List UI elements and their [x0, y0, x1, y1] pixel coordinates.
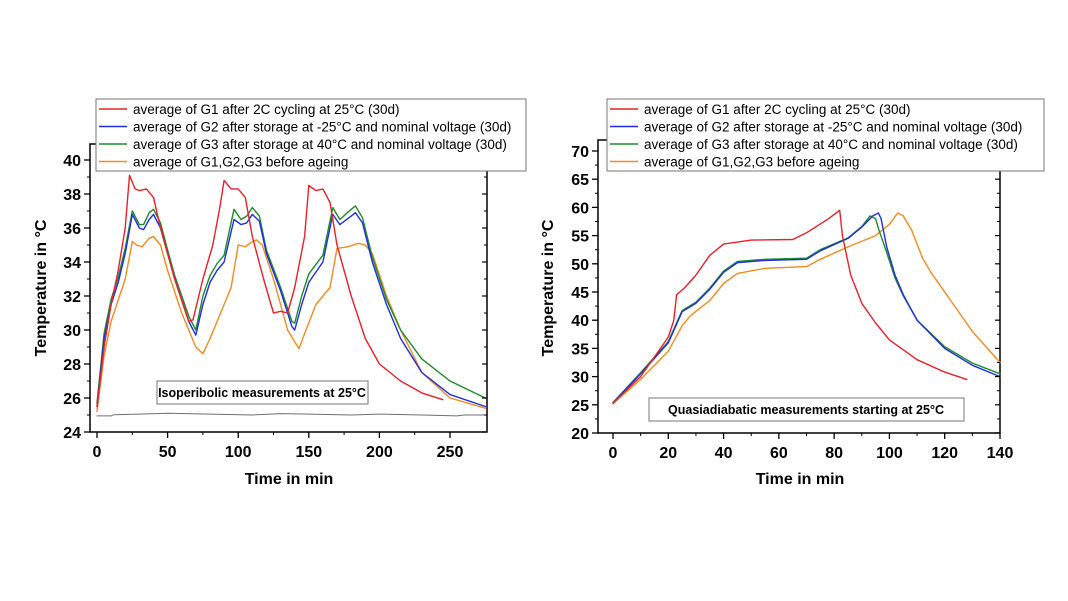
- legend-label: average of G1,G2,G3 before ageing: [133, 155, 348, 170]
- y-axis-title: Temperature in °C: [33, 219, 50, 356]
- x-tick-label: 0: [609, 445, 618, 462]
- legend-label: average of G2 after storage at -25°C and…: [133, 120, 511, 135]
- series-line-3: [96, 205, 486, 404]
- x-axis-title: Time in min: [245, 471, 334, 488]
- x-axis: 0 50 100 150 200 250: [93, 432, 464, 461]
- y-tick-label: 55: [571, 229, 589, 246]
- y-tick-label: 70: [571, 144, 589, 161]
- legend-label: average of G1 after 2C cycling at 25°C (…: [133, 102, 400, 117]
- x-axis: 0 20 40 60 80 100 120 140: [609, 433, 1014, 462]
- x-tick-label: 100: [876, 445, 903, 462]
- x-tick-label: 40: [715, 445, 733, 462]
- series-line-2: [96, 211, 486, 408]
- y-tick-label: 45: [571, 285, 589, 302]
- y-axis-title: Temperature in °C: [540, 219, 557, 356]
- y-tick-label: 24: [63, 425, 81, 442]
- annotation-text: Isoperibolic measurements at 25°C: [158, 386, 366, 400]
- y-tick-label: 28: [63, 357, 81, 374]
- legend: average of G1 after 2C cycling at 25°C (…: [606, 98, 1045, 172]
- y-tick-label: 40: [571, 313, 589, 330]
- y-tick-label: 32: [63, 289, 81, 306]
- series-line-1: [96, 174, 444, 408]
- series-line-4: [612, 212, 1001, 405]
- y-tick-label: 60: [571, 200, 589, 217]
- series-layer: [96, 174, 486, 417]
- y-tick-label: 34: [63, 255, 81, 272]
- x-tick-label: 200: [366, 444, 393, 461]
- x-tick-label: 50: [159, 444, 177, 461]
- y-tick-label: 40: [63, 153, 81, 170]
- series-line-2: [612, 212, 1001, 404]
- series-line-4: [96, 235, 486, 413]
- series-line-3: [612, 215, 1001, 404]
- series-line-1: [612, 209, 968, 404]
- x-tick-label: 140: [987, 445, 1014, 462]
- legend-label: average of G2 after storage at -25°C and…: [644, 120, 1022, 135]
- annotation-box: Quasiadiabatic measurements starting at …: [648, 397, 965, 422]
- y-tick-label: 65: [571, 172, 589, 189]
- x-tick-label: 80: [825, 445, 843, 462]
- x-tick-label: 250: [437, 444, 464, 461]
- y-tick-label: 36: [63, 221, 81, 238]
- annotation-box: Isoperibolic measurements at 25°C: [156, 380, 369, 405]
- y-tick-label: 20: [571, 426, 589, 443]
- x-tick-label: 120: [931, 445, 958, 462]
- y-tick-label: 38: [63, 187, 81, 204]
- series-line-5: [96, 412, 486, 417]
- x-tick-label: 20: [659, 445, 677, 462]
- x-tick-label: 100: [225, 444, 252, 461]
- quasiadiabatic-chart: 0 20 40 60 80 100 120 140 20 25 30 35 40 45 50 55 60 65 7…: [540, 98, 1045, 488]
- x-tick-label: 150: [295, 444, 322, 461]
- y-tick-label: 35: [571, 341, 589, 358]
- y-axis: 20 25 30 35 40 45 50 55 60 65 70: [571, 144, 1000, 443]
- y-tick-label: 25: [571, 398, 589, 415]
- isoperibolic-chart: 0 50 100 150 200 250 24 26 28 30 32 34 36 38 40 Time …: [33, 98, 527, 488]
- y-tick-label: 30: [571, 370, 589, 387]
- legend-label: average of G3 after storage at 40°C and …: [644, 137, 1018, 152]
- x-tick-label: 0: [93, 444, 102, 461]
- y-tick-label: 26: [63, 391, 81, 408]
- y-tick-label: 50: [571, 257, 589, 274]
- series-layer: [612, 209, 1001, 405]
- y-axis: 24 26 28 30 32 34 36 38 40: [63, 153, 487, 442]
- x-axis-title: Time in min: [756, 471, 845, 488]
- plot-frame: [597, 139, 1001, 434]
- annotation-text: Quasiadiabatic measurements starting at …: [668, 403, 944, 417]
- x-tick-label: 60: [770, 445, 788, 462]
- legend-label: average of G1 after 2C cycling at 25°C (…: [644, 102, 911, 117]
- y-tick-label: 30: [63, 323, 81, 340]
- legend: average of G1 after 2C cycling at 25°C (…: [95, 98, 527, 172]
- legend-label: average of G1,G2,G3 before ageing: [644, 155, 859, 170]
- legend-label: average of G3 after storage at 40°C and …: [133, 137, 507, 152]
